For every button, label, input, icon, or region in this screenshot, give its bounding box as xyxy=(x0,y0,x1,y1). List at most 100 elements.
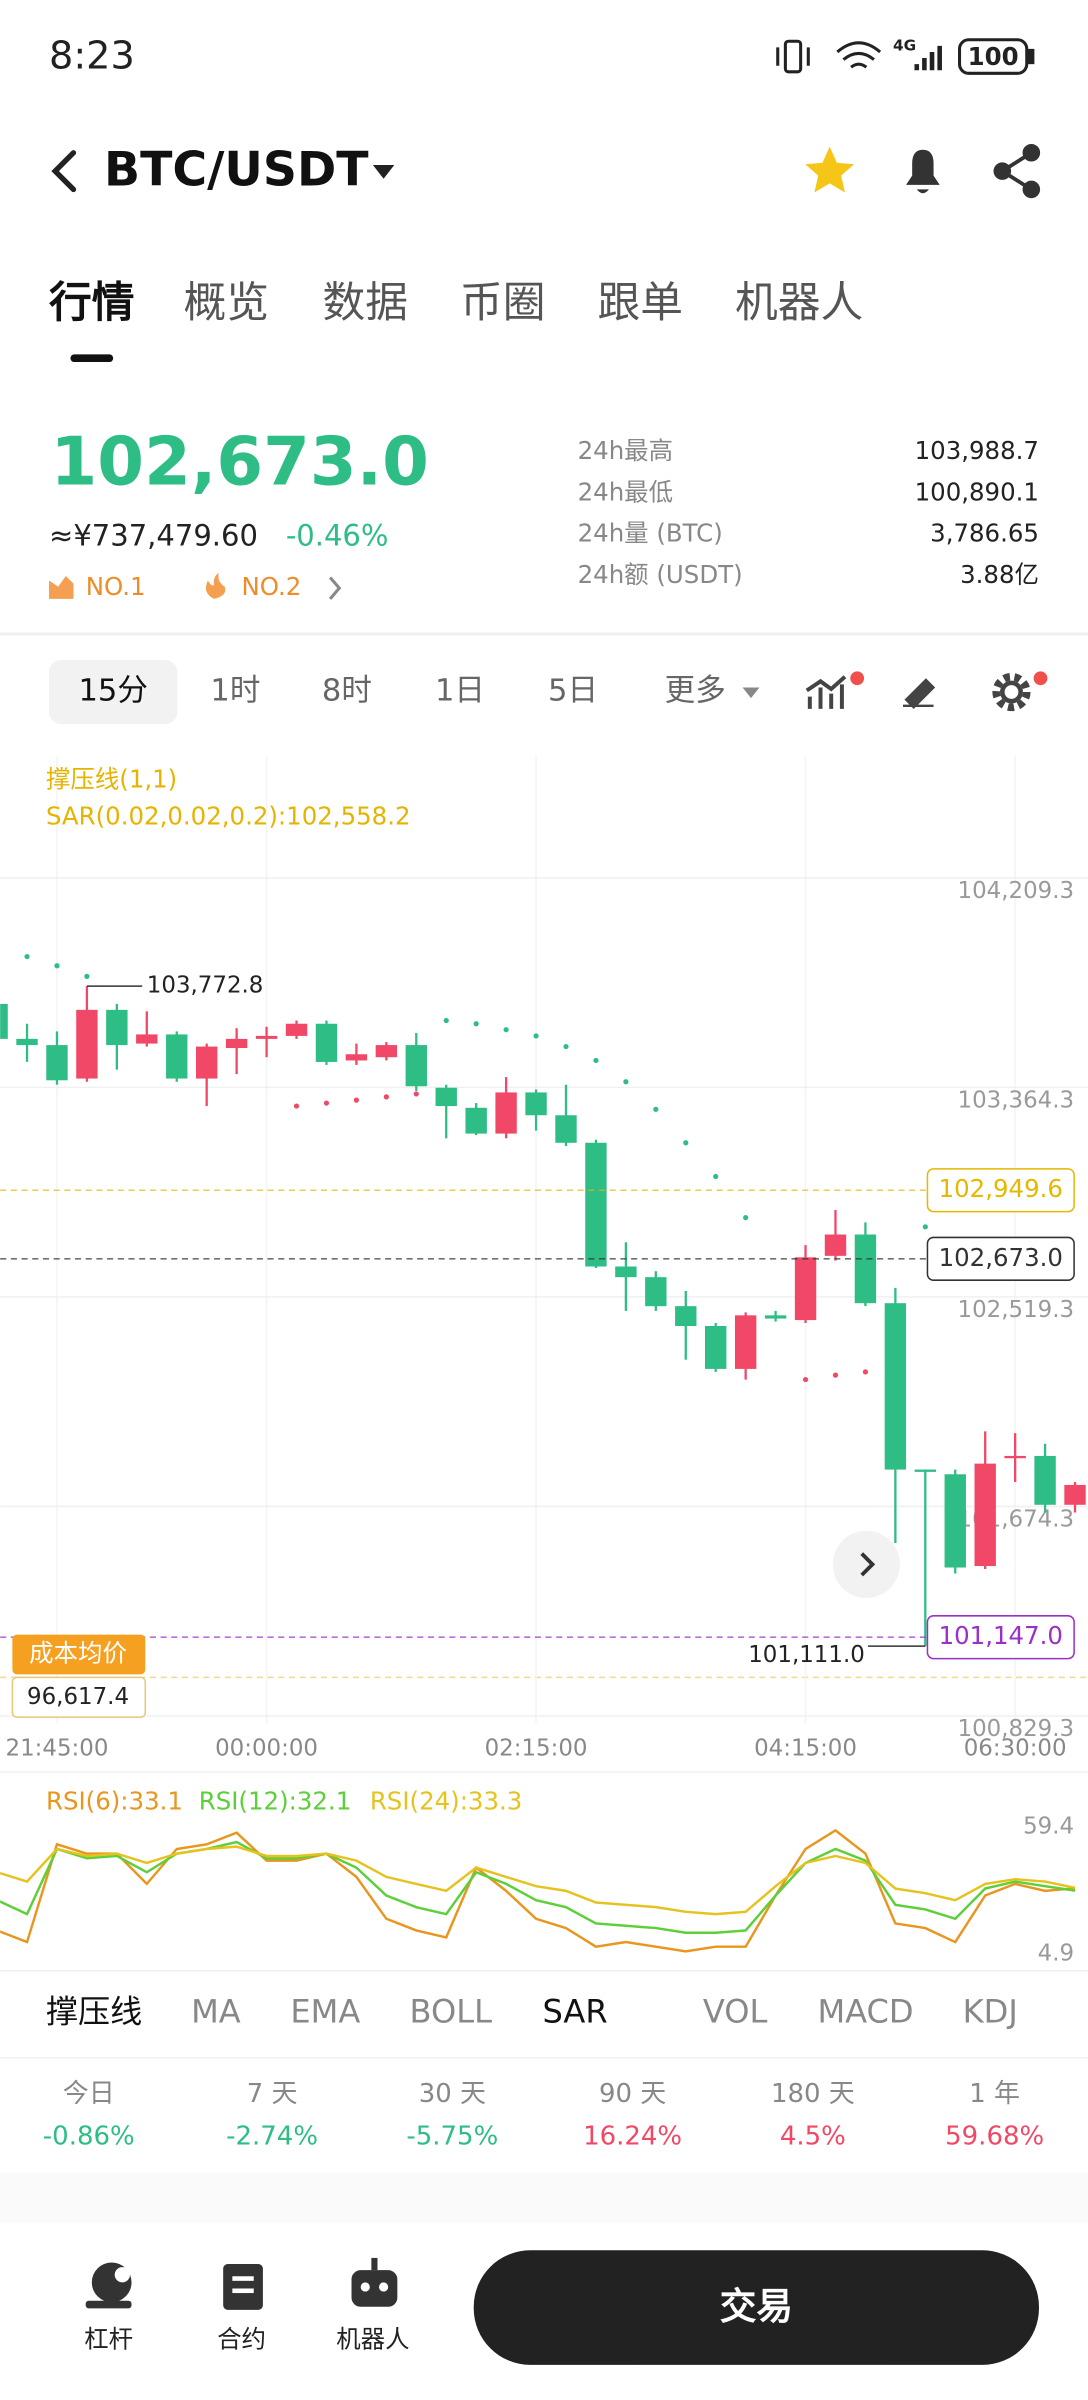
rsi-legend: RSI(6):33.1 xyxy=(46,1787,183,1816)
alert-bell[interactable] xyxy=(906,149,940,194)
y-tick-label: 100,829.3 xyxy=(958,1716,1075,1742)
rank-chevron[interactable] xyxy=(328,576,342,600)
candle-body xyxy=(405,1045,427,1087)
status-icons xyxy=(776,38,1035,75)
leverage-icon[interactable] xyxy=(85,2262,132,2309)
candle-body xyxy=(46,1045,68,1081)
candle-body xyxy=(495,1092,517,1134)
pair-dropdown[interactable] xyxy=(372,164,395,179)
perf-change: -5.75% xyxy=(406,2122,498,2152)
indicator-tab[interactable]: EMA xyxy=(290,1992,360,2030)
tab[interactable]: 机器人 xyxy=(735,278,863,328)
candle-body xyxy=(106,1009,128,1046)
candle-body xyxy=(1034,1455,1056,1505)
interval[interactable]: 15分 xyxy=(78,674,147,709)
stat-label: 24h最高 xyxy=(578,436,673,465)
candle-body xyxy=(136,1034,158,1044)
candle-body xyxy=(794,1257,817,1321)
trade-label[interactable]: 交易 xyxy=(720,2285,793,2328)
price-tag xyxy=(926,1615,1075,1660)
x-tick-label: 00:00:00 xyxy=(215,1736,318,1762)
perf-change: 59.68% xyxy=(945,2122,1044,2152)
price-tag-label: 102,673.0 xyxy=(939,1243,1063,1272)
y-tick-label: 104,209.3 xyxy=(958,878,1075,904)
tab[interactable]: 数据 xyxy=(322,278,408,328)
tab[interactable]: 概览 xyxy=(183,278,269,328)
candle-body xyxy=(525,1092,547,1116)
cost-box xyxy=(11,1676,147,1718)
last-price: 102,673.0 xyxy=(51,422,429,500)
rank-icon xyxy=(49,575,74,599)
candle-body xyxy=(555,1115,577,1143)
candle-body xyxy=(375,1045,398,1058)
status-time: 8:23 xyxy=(49,35,135,79)
sar-dot xyxy=(473,1021,479,1027)
candle-body xyxy=(465,1107,487,1134)
indicator-tab[interactable]: SAR xyxy=(542,1992,607,2030)
indicator-tab[interactable]: 撑压线 xyxy=(46,1992,142,2030)
nav-label[interactable]: 机器人 xyxy=(336,2324,409,2353)
candle-body xyxy=(824,1234,847,1256)
x-tick-label: 04:15:00 xyxy=(754,1736,857,1762)
more-dropdown[interactable] xyxy=(742,687,760,699)
indicator-tab[interactable]: MA xyxy=(191,1992,241,2030)
interval[interactable]: 8时 xyxy=(322,674,372,709)
price-tag-label: 101,147.0 xyxy=(939,1621,1063,1650)
candle-body xyxy=(734,1315,757,1369)
status-battery: 100 xyxy=(968,42,1019,71)
robot-icon[interactable] xyxy=(351,2257,398,2307)
sar-dot xyxy=(84,973,90,979)
sar-dot xyxy=(413,1091,419,1097)
nav-label[interactable]: 杠杆 xyxy=(84,2324,133,2353)
indicator-icon[interactable] xyxy=(805,675,847,709)
tab[interactable]: 跟单 xyxy=(597,278,683,328)
candle-body xyxy=(0,1003,8,1039)
rank[interactable]: NO.1 xyxy=(86,572,146,601)
interval[interactable]: 5日 xyxy=(548,674,598,709)
candle-body xyxy=(914,1469,937,1472)
sar-dot xyxy=(922,1224,928,1230)
x-tick-label: 21:45:00 xyxy=(6,1736,109,1762)
draw-tool[interactable] xyxy=(903,678,936,709)
share-button[interactable] xyxy=(993,143,1041,199)
trade-button[interactable] xyxy=(473,2250,1039,2365)
candle-body xyxy=(645,1277,667,1307)
rank[interactable]: NO.2 xyxy=(242,572,302,601)
perf-change: -0.86% xyxy=(43,2122,135,2152)
sar-dot xyxy=(653,1106,659,1112)
sar-dot xyxy=(593,1057,599,1064)
contract-icon[interactable] xyxy=(223,2264,263,2310)
sar-dot xyxy=(54,963,60,969)
indicator-tab[interactable]: MACD xyxy=(817,1992,913,2030)
favorite-star[interactable] xyxy=(805,146,855,193)
scroll-button[interactable] xyxy=(832,1530,900,1598)
interval[interactable]: 更多 xyxy=(665,674,726,709)
nav-label[interactable]: 合约 xyxy=(217,2324,266,2353)
interval[interactable]: 1时 xyxy=(210,674,260,709)
candle-body xyxy=(345,1054,368,1061)
badge xyxy=(1033,671,1048,686)
indicator-tab[interactable]: VOL xyxy=(703,1992,768,2030)
sar-dot xyxy=(24,953,30,960)
x-tick-label: 02:15:00 xyxy=(485,1736,588,1762)
candle-body xyxy=(435,1087,457,1107)
perf-period: 180 天 xyxy=(771,2079,855,2109)
interval[interactable]: 1日 xyxy=(435,674,485,709)
pair-title[interactable]: BTC/USDT xyxy=(104,143,369,198)
cny-price: ≈¥737,479.60 xyxy=(49,519,258,553)
hot-icon xyxy=(205,572,226,599)
sar-dot xyxy=(383,1094,389,1100)
scroll-chevron xyxy=(860,1552,876,1577)
tab[interactable]: 行情 xyxy=(49,278,135,328)
candle-body xyxy=(195,1046,218,1079)
indicator-tab[interactable]: BOLL xyxy=(410,1992,493,2030)
settings-gear[interactable] xyxy=(992,672,1031,712)
candle-body xyxy=(585,1142,607,1267)
stat-value: 100,890.1 xyxy=(915,477,1039,506)
back-button[interactable] xyxy=(51,150,77,193)
tab[interactable]: 币圈 xyxy=(460,278,546,328)
indicator-tab[interactable]: KDJ xyxy=(963,1992,1018,2030)
candle-body xyxy=(1064,1484,1086,1505)
high-label: 103,772.8 xyxy=(147,973,264,999)
